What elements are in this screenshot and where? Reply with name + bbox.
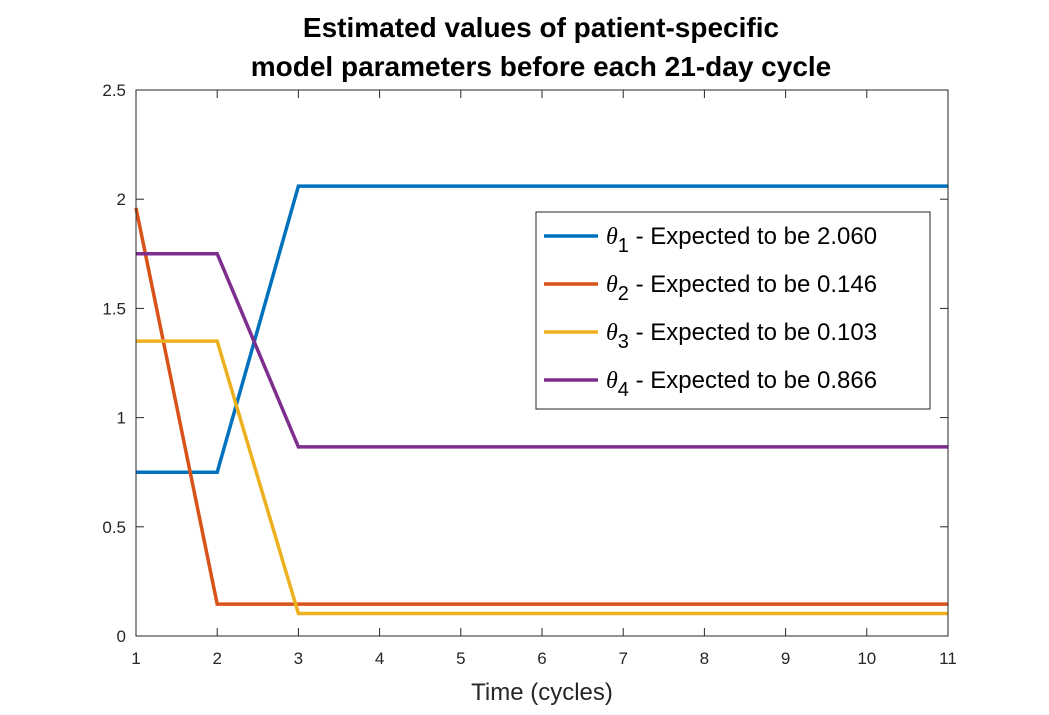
legend-entry-theta-2: θ2 - Expected to be 0.146 (544, 271, 877, 305)
legend-theta-symbol: θ (606, 368, 618, 394)
x-tick-label: 1 (131, 649, 140, 668)
legend-label: θ3 - Expected to be 0.103 (606, 319, 877, 353)
legend-theta-symbol: θ (606, 224, 618, 250)
chart-title-line-1: Estimated values of patient-specific (303, 12, 779, 43)
x-tick-label: 2 (212, 649, 221, 668)
x-tick-label: 3 (294, 649, 303, 668)
legend-theta-symbol: θ (606, 272, 618, 298)
legend-box (535, 211, 931, 410)
legend-subscript: 1 (618, 235, 629, 257)
legend-subscript: 3 (618, 331, 629, 353)
y-tick-label: 0 (117, 627, 126, 646)
x-axis-ticks: 1 2 3 4 5 6 7 8 9 10 11 (131, 90, 957, 668)
x-tick-label: 6 (537, 649, 546, 668)
legend-label-text: - Expected to be 2.060 (629, 223, 877, 250)
y-tick-label: 2.5 (102, 81, 126, 100)
legend-subscript: 4 (618, 379, 629, 401)
legend-label-text: - Expected to be 0.103 (629, 319, 877, 346)
x-tick-label: 5 (456, 649, 465, 668)
legend-label-text: - Expected to be 0.866 (629, 367, 877, 394)
y-tick-label: 1 (117, 409, 126, 428)
legend-theta-symbol: θ (606, 320, 618, 346)
x-tick-label: 10 (857, 649, 876, 668)
series-line-theta-3 (136, 339, 948, 616)
legend-subscript: 2 (618, 283, 629, 305)
series-line-theta-1 (136, 184, 948, 474)
legend-label: θ4 - Expected to be 0.866 (606, 367, 877, 401)
y-tick-label: 2 (117, 190, 126, 209)
legend-label-text: - Expected to be 0.146 (629, 271, 877, 298)
y-tick-label: 1.5 (102, 299, 126, 318)
chart-title-line-2: model parameters before each 21-day cycl… (251, 51, 832, 82)
x-tick-label: 4 (375, 649, 384, 668)
legend-label: θ2 - Expected to be 0.146 (606, 271, 877, 305)
legend-entry-theta-3: θ3 - Expected to be 0.103 (544, 319, 877, 353)
series-line-theta-4 (136, 252, 948, 449)
x-axis-label: Time (cycles) (471, 679, 613, 706)
y-tick-label: 0.5 (102, 518, 126, 537)
y-axis-ticks: 0 0.5 1 1.5 2 2.5 (102, 81, 948, 646)
x-tick-label: 11 (939, 649, 957, 668)
legend-label: θ1 - Expected to be 2.060 (606, 223, 877, 257)
series-layer (134, 184, 948, 616)
x-tick-label: 7 (618, 649, 627, 668)
legend-entry-theta-1: θ1 - Expected to be 2.060 (544, 223, 877, 257)
x-tick-label: 9 (781, 649, 790, 668)
legend-entry-theta-4: θ4 - Expected to be 0.866 (544, 367, 877, 401)
x-tick-label: 8 (700, 649, 709, 668)
series-line-theta-2 (134, 207, 948, 606)
